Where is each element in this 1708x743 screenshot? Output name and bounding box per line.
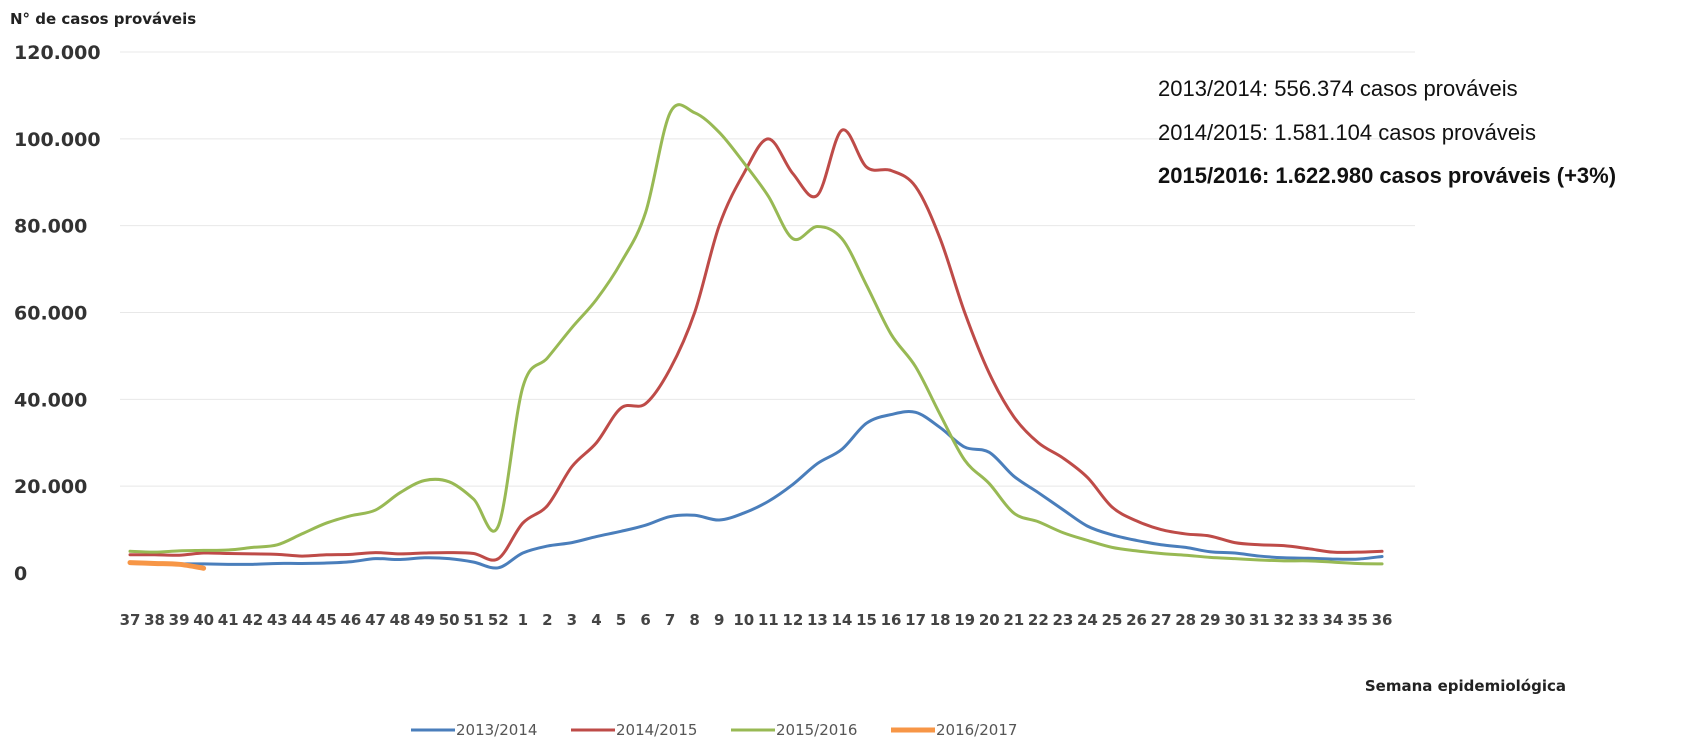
x-tick-label: 33 [1298,611,1319,629]
x-tick-label: 30 [1224,611,1245,629]
x-axis-title: Semana epidemiológica [1365,677,1566,695]
series-lines [127,103,1384,571]
x-tick-label: 8 [689,611,699,629]
x-tick-label: 23 [1052,611,1073,629]
series-line-2015-2016 [128,103,1384,566]
x-tick-label: 3 [567,611,577,629]
legend-label: 2013/2014 [456,721,537,739]
x-tick-label: 47 [365,611,386,629]
series-line-2013-2014 [128,410,1384,570]
x-tick-label: 18 [930,611,951,629]
legend-label: 2015/2016 [776,721,857,739]
x-tick-label: 1 [518,611,528,629]
x-tick-label: 22 [1028,611,1049,629]
x-tick-label: 14 [832,611,853,629]
x-tick-label: 2 [542,611,552,629]
x-tick-label: 50 [439,611,460,629]
x-tick-label: 21 [1003,611,1024,629]
x-tick-label: 40 [193,611,214,629]
x-tick-label: 38 [144,611,165,629]
x-tick-label: 46 [341,611,362,629]
x-tick-label: 5 [616,611,626,629]
x-tick-label: 10 [733,611,754,629]
legend-label: 2016/2017 [936,721,1017,739]
x-tick-label: 24 [1077,611,1098,629]
x-tick-label: 11 [758,611,779,629]
x-tick-label: 39 [169,611,190,629]
x-tick-label: 34 [1323,611,1344,629]
x-tick-label: 13 [807,611,828,629]
x-tick-label: 15 [856,611,877,629]
x-tick-label: 29 [1200,611,1221,629]
x-tick-label: 25 [1102,611,1123,629]
x-tick-label: 19 [954,611,975,629]
legend-label: 2014/2015 [616,721,697,739]
y-tick-label: 0 [14,563,27,585]
x-tick-label: 43 [267,611,288,629]
gridlines [120,51,1415,487]
y-tick-label: 120.000 [14,42,101,64]
x-tick-label: 16 [881,611,902,629]
x-tick-label: 27 [1151,611,1172,629]
x-tick-label: 32 [1273,611,1294,629]
y-tick-label: 100.000 [14,129,101,151]
series-line-2014-2015 [128,128,1384,562]
x-tick-label: 45 [316,611,337,629]
y-tick-label: 40.000 [14,389,87,411]
annotation-line: 2014/2015: 1.581.104 casos prováveis [1158,120,1536,145]
x-tick-label: 52 [488,611,509,629]
x-tick-label: 44 [291,611,312,629]
legend: 2013/2014 2014/2015 2015/2016 2016/2017 [411,721,1017,739]
x-tick-label: 31 [1249,611,1270,629]
y-tick-label: 80.000 [14,216,87,238]
x-tick-label: 35 [1347,611,1368,629]
annotation-line: 2015/2016: 1.622.980 casos prováveis (+3… [1158,163,1617,188]
y-axis-title: N° de casos prováveis [10,10,196,28]
x-tick-label: 9 [714,611,724,629]
x-tick-label: 36 [1372,611,1393,629]
x-tick-label: 42 [242,611,263,629]
y-tick-label: 20.000 [14,476,87,498]
x-tick-label: 49 [414,611,435,629]
x-axis: 37 38 39 40 41 42 43 44 45 46 47 48 49 50 51 52 1 2 3 4 5 6 7 8… [120,611,1393,629]
x-tick-label: 4 [591,611,601,629]
y-tick-label: 60.000 [14,303,87,325]
x-tick-label: 12 [782,611,803,629]
y-axis: 0 20.000 40.000 60.000 80.000 100.000 120.000 [14,42,101,585]
x-tick-label: 28 [1175,611,1196,629]
x-tick-label: 51 [463,611,484,629]
x-tick-label: 20 [979,611,1000,629]
series-line-2016-2017 [127,560,207,571]
x-tick-label: 48 [390,611,411,629]
annotation-line: 2013/2014: 556.374 casos prováveis [1158,76,1518,101]
x-tick-label: 26 [1126,611,1147,629]
x-tick-label: 7 [665,611,675,629]
x-tick-label: 41 [218,611,239,629]
x-tick-label: 6 [640,611,650,629]
x-tick-label: 37 [120,611,141,629]
x-tick-label: 17 [905,611,926,629]
